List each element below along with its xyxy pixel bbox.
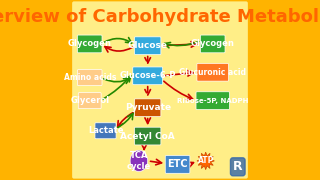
Bar [76, 127, 244, 130]
FancyBboxPatch shape [134, 37, 161, 55]
Bar [76, 56, 244, 59]
Bar [76, 62, 244, 64]
FancyBboxPatch shape [196, 92, 229, 109]
Bar [76, 59, 244, 62]
Bar [76, 73, 244, 76]
FancyBboxPatch shape [72, 1, 248, 179]
Bar [76, 101, 244, 104]
Text: Lactate: Lactate [88, 126, 123, 135]
Text: Pyruvate: Pyruvate [124, 103, 171, 112]
Bar [76, 161, 244, 164]
Bar [76, 45, 244, 48]
FancyBboxPatch shape [165, 156, 190, 173]
Text: Amino acids: Amino acids [64, 73, 116, 82]
Bar [76, 84, 244, 87]
Text: ETC: ETC [167, 159, 188, 169]
FancyBboxPatch shape [133, 67, 163, 85]
Text: Glucuronic acid: Glucuronic acid [179, 68, 246, 77]
Text: Overview of Carbohydrate Metabolism: Overview of Carbohydrate Metabolism [0, 8, 320, 26]
Bar [76, 150, 244, 152]
Bar [76, 64, 244, 67]
Bar [76, 90, 244, 93]
Bar [76, 138, 244, 141]
FancyBboxPatch shape [200, 35, 225, 53]
FancyBboxPatch shape [134, 127, 161, 145]
Bar [76, 144, 244, 147]
Bar [76, 132, 244, 135]
Bar [76, 93, 244, 96]
Text: Acetyl CoA: Acetyl CoA [120, 132, 175, 141]
Bar [76, 172, 244, 175]
Text: Glucose: Glucose [128, 41, 168, 50]
Bar [76, 11, 244, 14]
Bar [76, 130, 244, 132]
Bar [76, 5, 244, 8]
Text: Glycogen: Glycogen [191, 39, 235, 48]
Bar [76, 141, 244, 144]
Bar [76, 14, 244, 16]
Bar [76, 104, 244, 107]
Bar [76, 124, 244, 127]
Bar [76, 116, 244, 118]
Bar [76, 30, 244, 33]
Bar [76, 22, 244, 25]
FancyBboxPatch shape [134, 99, 161, 117]
Bar [76, 164, 244, 166]
Bar [76, 166, 244, 169]
Bar [76, 169, 244, 172]
Text: Glycerol: Glycerol [70, 96, 109, 105]
Bar [76, 8, 244, 11]
Bar [76, 33, 244, 36]
Ellipse shape [130, 150, 148, 172]
FancyBboxPatch shape [77, 70, 102, 85]
Bar [76, 67, 244, 70]
Bar [76, 50, 244, 53]
Bar [76, 118, 244, 121]
Bar [76, 121, 244, 124]
Text: Glycogen: Glycogen [68, 39, 112, 48]
FancyBboxPatch shape [95, 123, 116, 139]
Bar [76, 87, 244, 90]
Bar [76, 110, 244, 113]
Polygon shape [197, 152, 214, 170]
Text: TCA
cycle: TCA cycle [127, 151, 151, 171]
Bar [76, 19, 244, 22]
Bar [76, 36, 244, 39]
Bar [76, 152, 244, 155]
FancyBboxPatch shape [78, 93, 101, 109]
Text: Ribose-5P, NADPH: Ribose-5P, NADPH [177, 98, 248, 104]
Bar [76, 107, 244, 110]
Bar [76, 113, 244, 116]
Bar [76, 96, 244, 98]
Bar [76, 25, 244, 28]
Bar [76, 70, 244, 73]
Text: R: R [233, 160, 243, 173]
Bar [76, 76, 244, 79]
Bar [76, 16, 244, 19]
FancyBboxPatch shape [197, 63, 228, 81]
Bar [76, 48, 244, 50]
Bar [76, 53, 244, 56]
Bar [76, 98, 244, 101]
Bar [76, 158, 244, 161]
Bar [76, 155, 244, 158]
Text: ATP: ATP [197, 156, 214, 165]
FancyBboxPatch shape [77, 35, 102, 53]
Bar [76, 39, 244, 42]
Text: Glucose-6-P: Glucose-6-P [119, 71, 176, 80]
Bar [76, 135, 244, 138]
Bar [76, 79, 244, 82]
Bar [76, 147, 244, 150]
Bar [76, 82, 244, 84]
Bar [76, 42, 244, 45]
Bar [76, 28, 244, 30]
